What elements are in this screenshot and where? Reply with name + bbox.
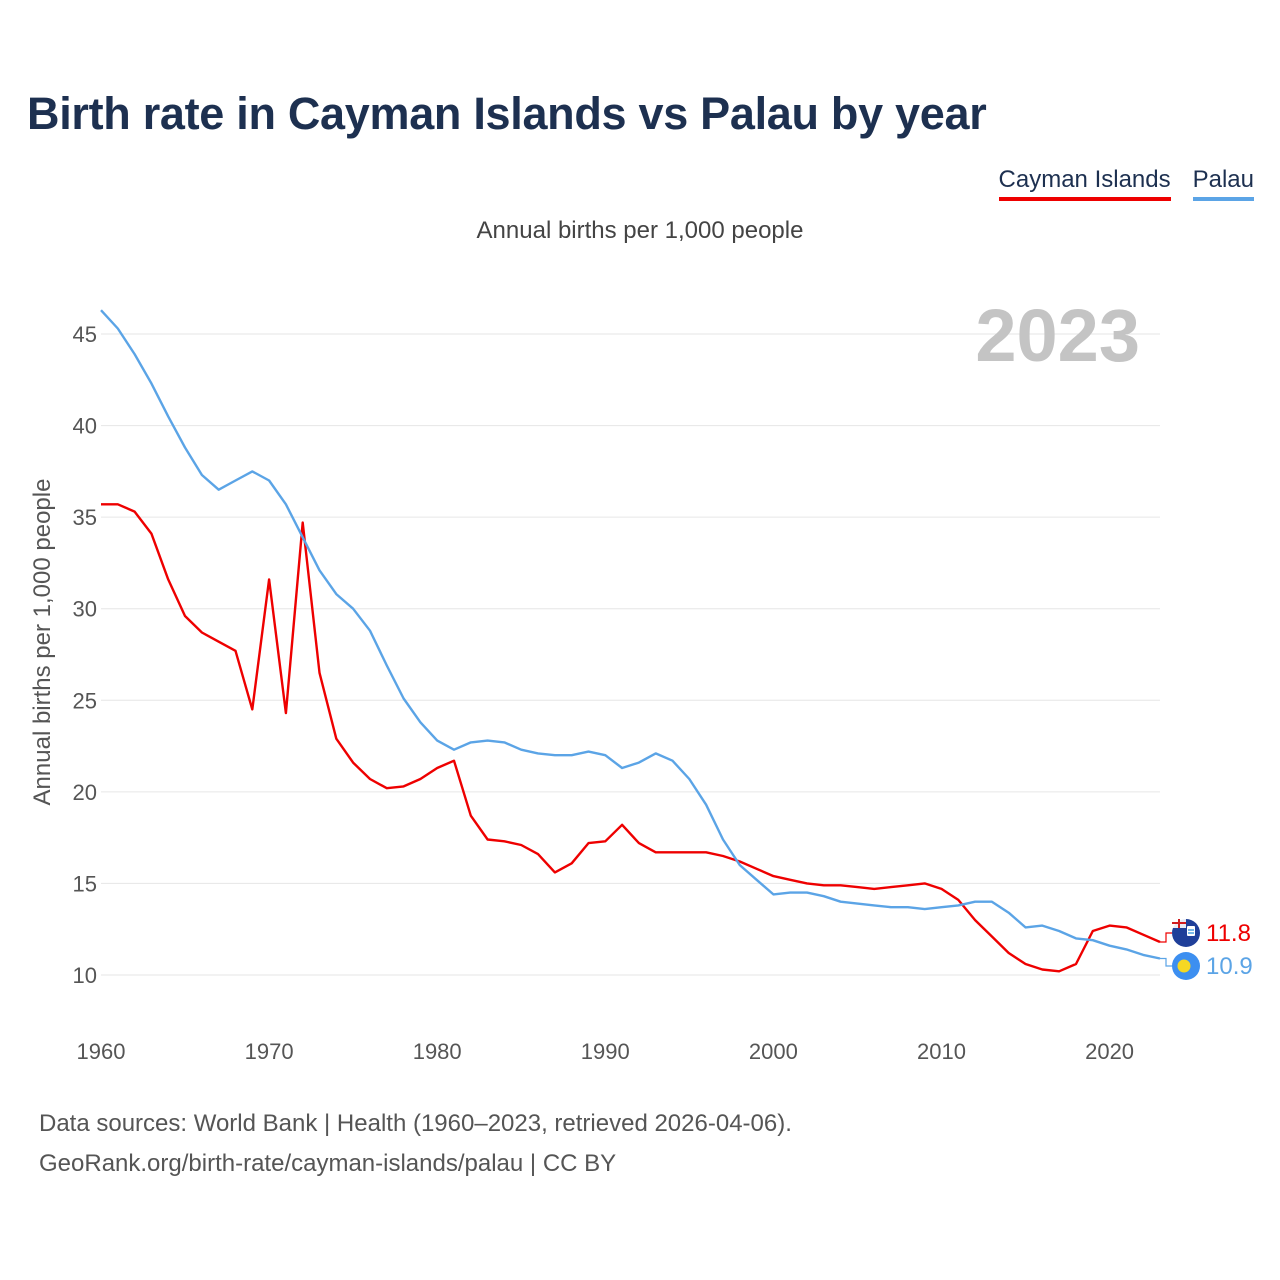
end-markers: 11.8 10.9 (1160, 919, 1253, 980)
y-axis-ticks: 10 15 20 25 30 35 40 45 (73, 322, 97, 988)
series-line-palau[interactable] (100, 309, 1161, 960)
footer: Data sources: World Bank | Health (1960–… (39, 1104, 792, 1184)
flag-palau-icon (1172, 952, 1200, 980)
legend-item-cayman-islands[interactable]: Cayman Islands (998, 166, 1171, 201)
y-tick-label-25: 25 (73, 688, 97, 713)
x-tick-label-1960: 1960 (77, 1039, 126, 1064)
flag-cayman-islands-icon (1172, 919, 1200, 947)
x-tick-label-1990: 1990 (581, 1039, 630, 1064)
end-connector-cayman-islands (1160, 932, 1172, 943)
y-axis-label: Annual births per 1,000 people (29, 479, 56, 806)
x-axis-ticks: 1960 1970 1980 1990 2000 2010 2020 (77, 1039, 1135, 1064)
y-tick-label-40: 40 (73, 414, 97, 439)
year-watermark: 2023 (975, 294, 1140, 377)
y-tick-label-10: 10 (73, 963, 97, 988)
chart-subtitle: Annual births per 1,000 people (476, 217, 804, 244)
chart-title: Birth rate in Cayman Islands vs Palau by… (27, 88, 987, 139)
footer-sources: Data sources: World Bank | Health (1960–… (39, 1110, 792, 1137)
x-tick-label-1980: 1980 (413, 1039, 462, 1064)
x-tick-label-2020: 2020 (1085, 1039, 1134, 1064)
legend-item-palau[interactable]: Palau (1192, 166, 1254, 201)
legend: Cayman Islands Palau (998, 166, 1254, 201)
series-lines (100, 309, 1161, 973)
footer-link[interactable]: GeoRank.org/birth-rate/cayman-islands/pa… (39, 1150, 617, 1177)
x-tick-label-1970: 1970 (245, 1039, 294, 1064)
end-value-label-cayman-islands: 11.8 (1206, 920, 1251, 947)
end-connector-palau (1160, 957, 1172, 967)
y-tick-label-20: 20 (73, 780, 97, 805)
x-tick-label-2010: 2010 (917, 1039, 966, 1064)
y-tick-label-30: 30 (73, 597, 97, 622)
line-chart: 10 15 20 25 30 35 40 45 1960 1970 1980 1990 2000 201… (29, 294, 1253, 1064)
y-tick-label-15: 15 (73, 871, 97, 896)
gridlines (101, 333, 1160, 976)
y-tick-label-45: 45 (73, 322, 97, 347)
series-line-cayman-islands[interactable] (101, 503, 1161, 973)
x-tick-label-2000: 2000 (749, 1039, 798, 1064)
end-value-label-palau: 10.9 (1206, 953, 1253, 980)
y-tick-label-35: 35 (73, 505, 97, 530)
